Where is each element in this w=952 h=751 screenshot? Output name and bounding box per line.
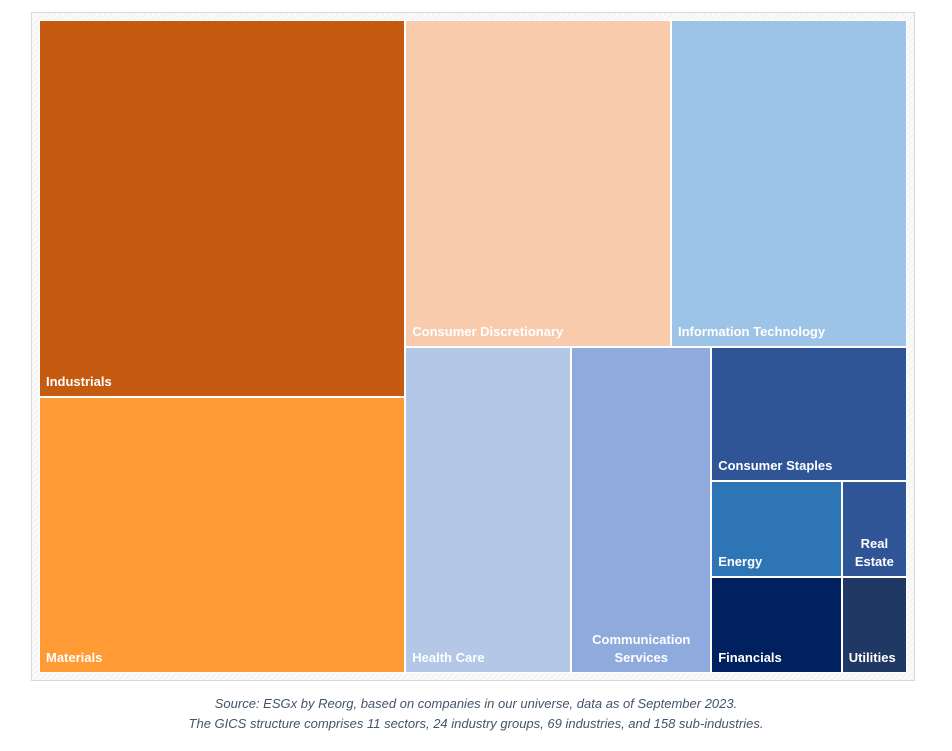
treemap-label: Consumer Staples: [718, 457, 833, 473]
treemap-cell-information-technology: Information Technology: [670, 20, 907, 347]
treemap-label: Financials: [718, 649, 782, 665]
treemap-cell-industrials: Industrials: [39, 20, 406, 398]
treemap-cell-communication-services: Communication Services: [571, 346, 712, 673]
treemap-cell-health-care: Health Care: [405, 346, 572, 673]
treemap-label: Materials: [46, 649, 103, 665]
treemap-cell-energy: Energy: [711, 480, 842, 577]
treemap-label: Consumer Discretionary: [412, 323, 564, 339]
treemap-label: Energy: [718, 553, 763, 569]
caption-source: Source: ESGx by Reorg, based on companie…: [214, 696, 738, 711]
treemap-cell-utilities: Utilities: [841, 576, 907, 673]
treemap-label: Real Estate: [854, 535, 894, 569]
treemap-cell-consumer-staples: Consumer Staples: [711, 346, 907, 481]
chart-caption: Source: ESGx by Reorg, based on companie…: [0, 694, 952, 734]
treemap-label: Information Technology: [677, 323, 826, 339]
treemap-cell-real-estate: Real Estate: [841, 480, 907, 577]
treemap-label: Industrials: [46, 374, 112, 390]
treemap-cell-materials: Materials: [39, 397, 406, 673]
treemap-label: Utilities: [848, 649, 896, 665]
treemap-label: Health Care: [412, 650, 485, 665]
treemap-plot: Industrials Materials Consumer Discretiona…: [39, 20, 907, 673]
caption-gics-note: The GICS structure comprises 11 sectors,…: [188, 716, 764, 731]
treemap-cell-financials: Financials: [711, 576, 842, 673]
treemap-cell-consumer-discretionary: Consumer Discretionary: [405, 20, 671, 347]
treemap-label: Communication Services: [592, 632, 691, 665]
